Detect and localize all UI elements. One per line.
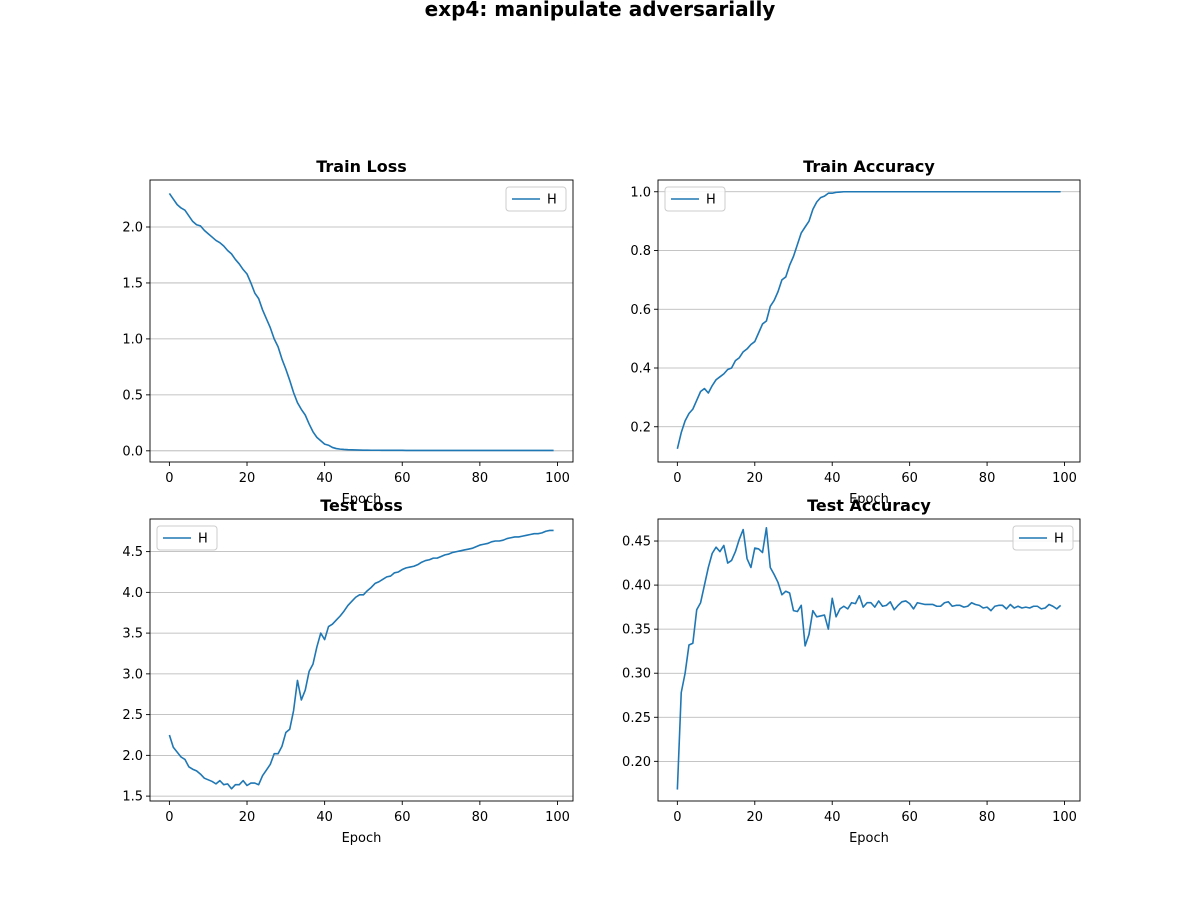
y-tick-label: 0.6 xyxy=(630,303,651,318)
series-line-H xyxy=(676,527,1062,790)
y-tick-label: 0.25 xyxy=(622,711,651,726)
axes-frame xyxy=(657,518,1081,802)
axes-frame xyxy=(149,179,574,463)
y-tick-label: 1.0 xyxy=(122,332,143,347)
x-tick-label: 80 xyxy=(979,471,996,486)
x-tick-label: 60 xyxy=(901,471,918,486)
x-tick-label: 40 xyxy=(824,471,841,486)
y-tick-label: 2.5 xyxy=(122,708,143,723)
legend-label: H xyxy=(706,193,716,208)
subplot-test-loss: 0 20 40 60 80 100 1.5 2.0 2.5 3.0 3.5 4.0 4.5 Test Lo… xyxy=(122,496,574,846)
y-tick-label: 4.5 xyxy=(122,545,143,560)
y-tick-label: 1.5 xyxy=(122,790,143,805)
axes-frame xyxy=(657,179,1081,463)
subplot-title: Train Accuracy xyxy=(803,157,935,176)
x-tick-label: 0 xyxy=(673,471,681,486)
x-tick-label: 100 xyxy=(545,471,570,486)
x-tick-label: 80 xyxy=(979,810,996,825)
y-tick-label: 0.5 xyxy=(122,388,143,403)
y-tick-label: 0.30 xyxy=(622,667,651,682)
legend-label: H xyxy=(547,193,557,208)
subplot-test-accuracy: 0 20 40 60 80 100 0.20 0.25 0.30 0.35 0.40 0.45 Test… xyxy=(622,496,1081,846)
x-tick-label: 100 xyxy=(545,810,570,825)
x-tick-label: 20 xyxy=(747,471,764,486)
x-tick-label: 0 xyxy=(165,471,173,486)
legend-label: H xyxy=(198,532,208,547)
figure-suptitle: exp4: manipulate adversarially xyxy=(425,0,776,21)
y-tick-label: 0.20 xyxy=(622,755,651,770)
y-tick-label: 3.5 xyxy=(122,627,143,642)
y-tick-label: 0.4 xyxy=(630,362,651,377)
y-tick-label: 0.45 xyxy=(622,535,651,550)
x-tick-label: 80 xyxy=(472,810,489,825)
series-line-H xyxy=(676,190,1061,449)
subplot-title: Test Accuracy xyxy=(807,496,931,515)
x-tick-label: 40 xyxy=(316,810,333,825)
x-axis-label: Epoch xyxy=(849,831,889,846)
y-tick-label: 3.0 xyxy=(122,667,143,682)
subplot-train-loss: 0 20 40 60 80 100 0.0 0.5 1.0 1.5 2.0 Train Loss Epo… xyxy=(122,157,574,507)
series-line-H xyxy=(168,192,554,452)
x-tick-label: 100 xyxy=(1052,471,1077,486)
y-tick-label: 0.0 xyxy=(122,444,143,459)
subplot-title: Train Loss xyxy=(316,157,407,176)
x-tick-label: 100 xyxy=(1052,810,1077,825)
x-tick-label: 60 xyxy=(394,471,411,486)
y-tick-label: 1.5 xyxy=(122,276,143,291)
axes-frame xyxy=(149,518,574,802)
x-axis-label: Epoch xyxy=(342,492,382,507)
subplot-train-accuracy: 0 20 40 60 80 100 0.2 0.4 0.6 0.8 1.0 Train Accurac… xyxy=(630,157,1081,507)
x-tick-label: 0 xyxy=(673,810,681,825)
x-tick-label: 20 xyxy=(239,471,256,486)
x-tick-label: 40 xyxy=(824,810,841,825)
x-tick-label: 60 xyxy=(901,810,918,825)
y-tick-label: 4.0 xyxy=(122,586,143,601)
x-tick-label: 20 xyxy=(239,810,256,825)
x-axis-label: Epoch xyxy=(849,492,889,507)
y-tick-label: 0.35 xyxy=(622,623,651,638)
x-tick-label: 80 xyxy=(472,471,489,486)
x-tick-label: 0 xyxy=(165,810,173,825)
series-line-H xyxy=(168,529,554,790)
x-tick-label: 60 xyxy=(394,810,411,825)
y-tick-label: 0.8 xyxy=(630,244,651,259)
y-tick-label: 2.0 xyxy=(122,221,143,236)
y-tick-label: 0.2 xyxy=(630,420,651,435)
legend-label: H xyxy=(1054,532,1064,547)
x-tick-label: 40 xyxy=(316,471,333,486)
y-tick-label: 2.0 xyxy=(122,749,143,764)
y-tick-label: 0.40 xyxy=(622,579,651,594)
y-tick-label: 1.0 xyxy=(630,185,651,200)
x-axis-label: Epoch xyxy=(342,831,382,846)
subplot-title: Test Loss xyxy=(320,496,403,515)
x-tick-label: 20 xyxy=(747,810,764,825)
